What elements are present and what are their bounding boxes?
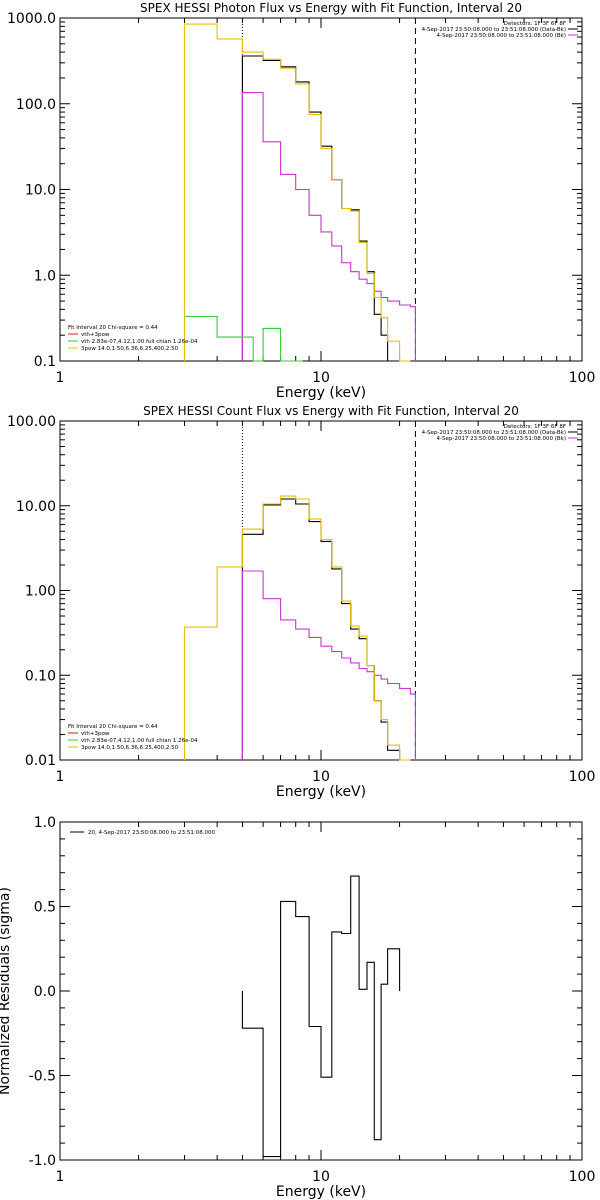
y-tick-label: -1.0 (29, 1153, 56, 1169)
panel-1: SPEX HESSI Photon Flux vs Energy with Fi… (7, 1, 595, 401)
x-axis-label: Energy (keV) (276, 784, 366, 800)
y-tick-label: 0.1 (34, 354, 56, 370)
series-vth (183, 315, 303, 362)
x-tick-label: 10 (312, 769, 330, 785)
y-tick-label: 1.0 (34, 815, 56, 831)
legend-entry: 3pow 14.0,1.50,6.36,6.25,400,2.50 (81, 346, 179, 352)
y-tick-label: 10.0 (25, 183, 56, 199)
y-tick-label: 10.00 (16, 499, 56, 515)
series-data-bk (241, 55, 400, 362)
plot-frame (59, 420, 583, 761)
info-line: 4-Sep-2017 23:50:08.000 to 23:51:08.000 … (437, 33, 567, 39)
legend-entry: vth+3pow (81, 332, 110, 338)
y-tick-label: 100.00 (7, 414, 56, 430)
info-line: 4-Sep-2017 23:50:08.000 to 23:51:08.000 … (422, 27, 566, 33)
y-tick-label: 1000.0 (7, 11, 56, 27)
chart-title: SPEX HESSI Count Flux vs Energy with Fit… (143, 404, 519, 418)
plot-frame (59, 17, 583, 362)
series-bk (241, 92, 416, 361)
y-tick-label: 1.0 (34, 268, 56, 284)
x-tick-label: 1 (56, 1169, 65, 1185)
y-tick-label: 100.0 (16, 97, 56, 113)
info-line: 4-Sep-2017 23:50:08.000 to 23:51:08.000 … (422, 430, 566, 436)
x-tick-label: 10 (312, 370, 330, 386)
x-tick-label: 1 (56, 370, 65, 386)
panel-3: 1 10 100 -1.0 -0.5 0.0 0.5 1.0 Energy (keV) Norma… (0, 815, 595, 1200)
chart-title: SPEX HESSI Photon Flux vs Energy with Fi… (140, 1, 522, 15)
series-vth-3pow (183, 23, 411, 362)
x-tick-label: 100 (569, 1169, 596, 1185)
y-tick-label: -0.5 (29, 1069, 56, 1085)
legend-entry: 20, 4-Sep-2017 23:50:08.000 to 23:51:08.… (88, 830, 215, 836)
x-tick-label: 100 (569, 370, 596, 386)
info-line: Detectors: 1F 3F 6F 8F (504, 21, 566, 27)
x-tick-label: 100 (569, 769, 596, 785)
series-bk (241, 570, 416, 760)
legend-entry: Fit Interval 20 Chi-square = 0.44 (68, 724, 158, 730)
panel-2: SPEX HESSI Count Flux vs Energy with Fit… (7, 404, 595, 800)
info-line: Detectors: 1F 3F 6F 8F (504, 424, 566, 430)
legend-entry: vth 2.83e-07,4.12,1.00 full chian 1.26e-… (81, 738, 198, 744)
y-axis-label: Normalized Residuals (sigma) (0, 887, 13, 1095)
x-axis-label: Energy (keV) (276, 1184, 366, 1200)
x-axis-label: Energy (keV) (276, 385, 366, 401)
y-tick-label: 1.00 (25, 584, 56, 600)
y-tick-label: 0.0 (34, 984, 56, 1000)
y-tick-label: 0.10 (25, 668, 56, 684)
legend-entry: 3pow 14.0,1.50,6.36,6.25,400,2.50 (81, 745, 179, 751)
legend-entry: vth 2.83e-07,4.12,1.00 full chian 1.26e-… (81, 339, 198, 345)
x-tick-label: 1 (56, 769, 65, 785)
legend-entry: Fit Interval 20 Chi-square = 0.44 (68, 325, 158, 331)
series-20-4-sep-2017-23-50-08-000-to-23-51-08-000 (241, 875, 401, 1158)
y-tick-label: 0.01 (25, 753, 56, 769)
plot-frame (59, 821, 583, 1161)
info-line: 4-Sep-2017 23:50:08.000 to 23:51:08.000 … (437, 436, 567, 442)
legend-entry: vth+3pow (81, 731, 110, 737)
y-tick-label: 0.5 (34, 900, 56, 916)
series-vth-3pow (183, 495, 411, 761)
x-tick-label: 10 (312, 1169, 330, 1185)
